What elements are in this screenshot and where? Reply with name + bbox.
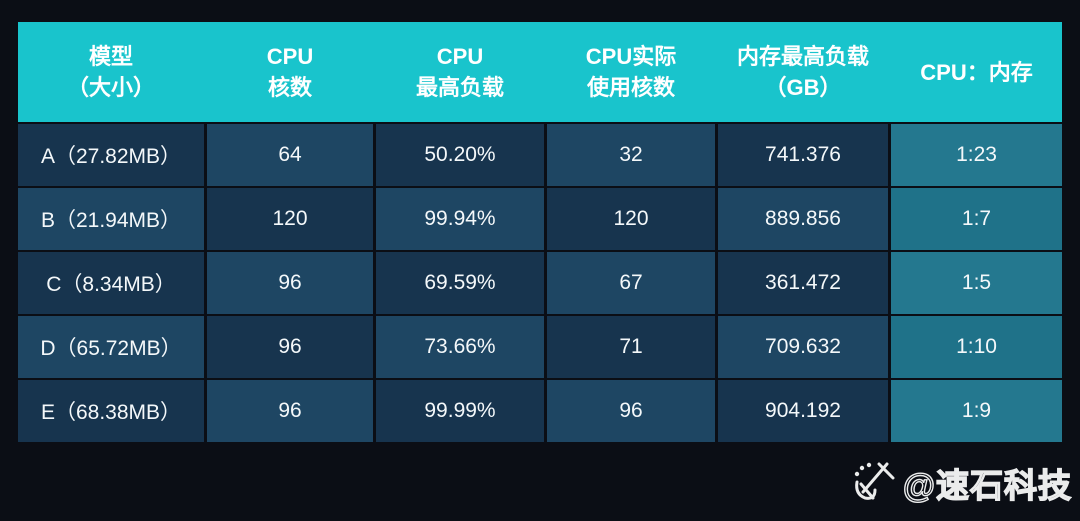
cell-cores: 96: [207, 316, 373, 378]
header-cpu-max-load: CPU 最高负载: [415, 44, 504, 100]
cell-model: A（27.82MB）: [18, 124, 204, 186]
cell-mem: 741.376: [718, 124, 888, 186]
cell-ratio: 1:5: [891, 252, 1062, 314]
table-row: A（27.82MB） 64 50.20% 32 741.376 1:23: [18, 124, 1062, 186]
cell-cores: 120: [207, 188, 373, 250]
cell-ratio: 1:10: [891, 316, 1062, 378]
cell-model: E（68.38MB）: [18, 380, 204, 442]
table-header-row: 模型 （大小） CPU 核数 CPU 最高负载 CPU实际 使用核数 内存最高负…: [18, 22, 1062, 122]
cell-used-cores: 32: [547, 124, 715, 186]
cell-max-load: 50.20%: [376, 124, 544, 186]
header-cpu-used-cores: CPU实际 使用核数: [585, 44, 677, 100]
header-cpu-mem-ratio: CPU：内存: [920, 59, 1033, 85]
header-mem-max-load: 内存最高负载 （GB）: [736, 44, 869, 100]
cell-max-load: 99.99%: [376, 380, 544, 442]
cell-mem: 889.856: [718, 188, 888, 250]
cell-used-cores: 67: [547, 252, 715, 314]
cell-cores: 64: [207, 124, 373, 186]
table-row: B（21.94MB） 120 99.94% 120 889.856 1:7: [18, 188, 1062, 250]
cell-cores: 96: [207, 380, 373, 442]
watermark: @速石科技: [849, 454, 1072, 511]
cell-used-cores: 120: [547, 188, 715, 250]
table-row: E（68.38MB） 96 99.99% 96 904.192 1:9: [18, 380, 1062, 442]
cell-model: B（21.94MB）: [18, 188, 204, 250]
resource-usage-table: 模型 （大小） CPU 核数 CPU 最高负载 CPU实际 使用核数 内存最高负…: [18, 22, 1062, 442]
cell-mem: 361.472: [718, 252, 888, 314]
header-model-size: 模型 （大小）: [66, 44, 155, 100]
cell-model: D（65.72MB）: [18, 316, 204, 378]
cell-cores: 96: [207, 252, 373, 314]
table-row: C（8.34MB） 96 69.59% 67 361.472 1:5: [18, 252, 1062, 314]
cell-model: C（8.34MB）: [18, 252, 204, 314]
table-body: A（27.82MB） 64 50.20% 32 741.376 1:23 B（2…: [18, 124, 1062, 442]
cell-max-load: 99.94%: [376, 188, 544, 250]
cell-ratio: 1:9: [891, 380, 1062, 442]
cell-max-load: 69.59%: [376, 252, 544, 314]
cell-mem: 904.192: [718, 380, 888, 442]
cell-ratio: 1:23: [891, 124, 1062, 186]
cell-used-cores: 96: [547, 380, 715, 442]
table-row: D（65.72MB） 96 73.66% 71 709.632 1:10: [18, 316, 1062, 378]
watermark-text: @速石科技: [902, 466, 1072, 504]
cell-ratio: 1:7: [891, 188, 1062, 250]
cell-used-cores: 71: [547, 316, 715, 378]
cell-mem: 709.632: [718, 316, 888, 378]
header-cpu-cores: CPU 核数: [266, 44, 314, 100]
fastone-logo-icon: [849, 454, 901, 511]
cell-max-load: 73.66%: [376, 316, 544, 378]
